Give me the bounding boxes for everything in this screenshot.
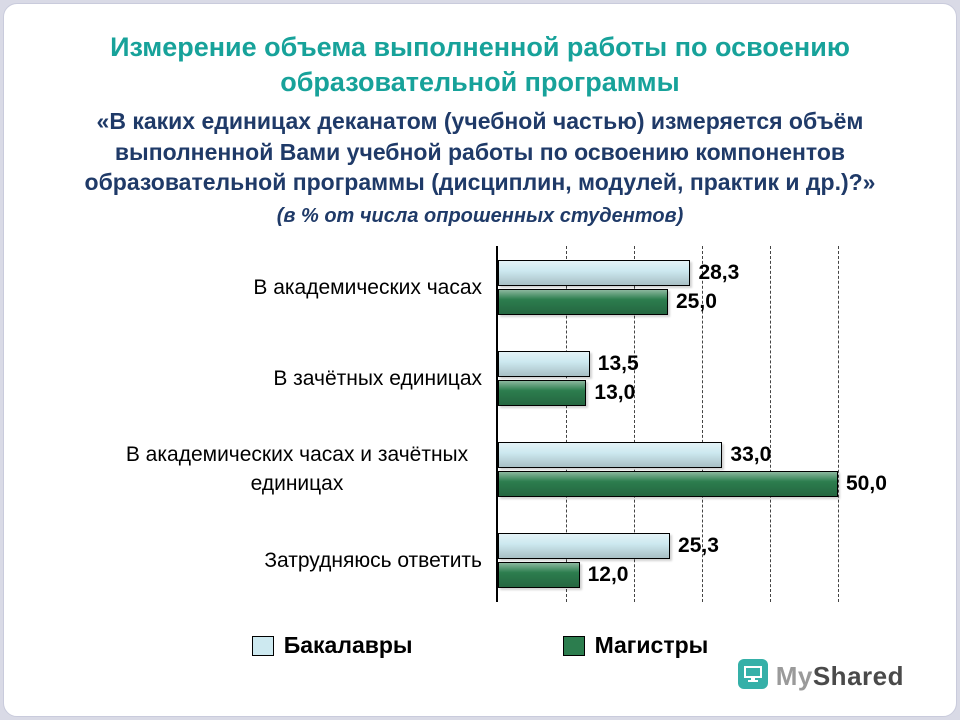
category-group: Затрудняюсь ответить 25,3 12,0: [64, 515, 918, 606]
gridline: [566, 246, 567, 603]
bar-Магистры: [498, 380, 587, 407]
page-title: Измерение объема выполненной работы по о…: [110, 32, 850, 98]
slide: Измерение объема выполненной работы по о…: [3, 3, 957, 717]
value-label: 28,3: [698, 261, 740, 285]
category-group: В академических часах 28,3 25,0: [64, 242, 918, 333]
bar-Бакалавры: [498, 533, 671, 560]
myshared-logo-icon: [737, 659, 768, 694]
units-note: (в % от числа опрошенных студентов): [276, 205, 684, 228]
value-label: 13,0: [594, 381, 636, 405]
bar-Магистры: [498, 562, 580, 589]
bar-line: 33,0: [498, 442, 838, 469]
category-label: В зачётных единицах: [273, 366, 482, 390]
bar-line: 12,0: [498, 562, 838, 589]
legend-item-Магистры: Магистры: [562, 632, 709, 659]
myshared-watermark: MyShared: [737, 659, 904, 694]
bar-line: 25,3: [498, 533, 838, 560]
gridline: [702, 246, 703, 603]
gridline: [634, 246, 635, 603]
bar-line: 25,0: [498, 289, 838, 316]
category-bars: 33,0 50,0: [498, 439, 887, 500]
bar-line: 13,0: [498, 380, 838, 407]
value-label: 25,3: [678, 534, 719, 558]
category-bars: 28,3 25,0: [498, 257, 838, 318]
bar-line: 13,5: [498, 351, 838, 378]
value-label: 25,0: [676, 290, 717, 314]
category-bars: 25,3 12,0: [498, 530, 838, 591]
category-bars: 13,5 13,0: [498, 348, 838, 409]
value-label: 50,0: [846, 472, 887, 496]
legend-label: Магистры: [594, 632, 709, 659]
category-label: В академических часах и зачётных единица…: [125, 443, 469, 495]
myshared-logo-text: MyShared: [775, 661, 904, 691]
gridline: [838, 246, 839, 603]
chart-legend: Бакалавры Магистры: [42, 632, 918, 659]
bar-Магистры: [498, 289, 668, 316]
bar-line: 28,3: [498, 260, 838, 287]
bar-groups: В академических часах 28,3 25,0 В зачётных …: [64, 242, 918, 606]
value-label: 33,0: [730, 443, 772, 467]
legend-label: Бакалавры: [283, 632, 413, 659]
bar-Магистры: [498, 471, 838, 498]
category-group: В зачётных единицах 13,5 13,0: [64, 333, 918, 424]
value-label: 12,0: [587, 563, 629, 587]
category-label: Затрудняюсь ответить: [264, 548, 482, 572]
legend-item-Бакалавры: Бакалавры: [251, 632, 413, 659]
plot-area: [496, 246, 839, 603]
survey-question: «В каких единицах деканатом (учебной час…: [84, 108, 876, 195]
value-label: 13,5: [597, 352, 639, 376]
bar-chart: В академических часах 28,3 25,0 В зачётных …: [64, 242, 918, 606]
legend-swatch: [562, 635, 585, 656]
bar-Бакалавры: [498, 260, 691, 287]
category-label: В академических часах: [253, 275, 482, 299]
legend-swatch: [251, 635, 274, 656]
category-group: В академических часах и зачётных единица…: [64, 424, 918, 515]
gridline: [770, 246, 771, 603]
bar-Бакалавры: [498, 442, 723, 469]
bar-line: 50,0: [498, 471, 887, 498]
bar-Бакалавры: [498, 351, 590, 378]
